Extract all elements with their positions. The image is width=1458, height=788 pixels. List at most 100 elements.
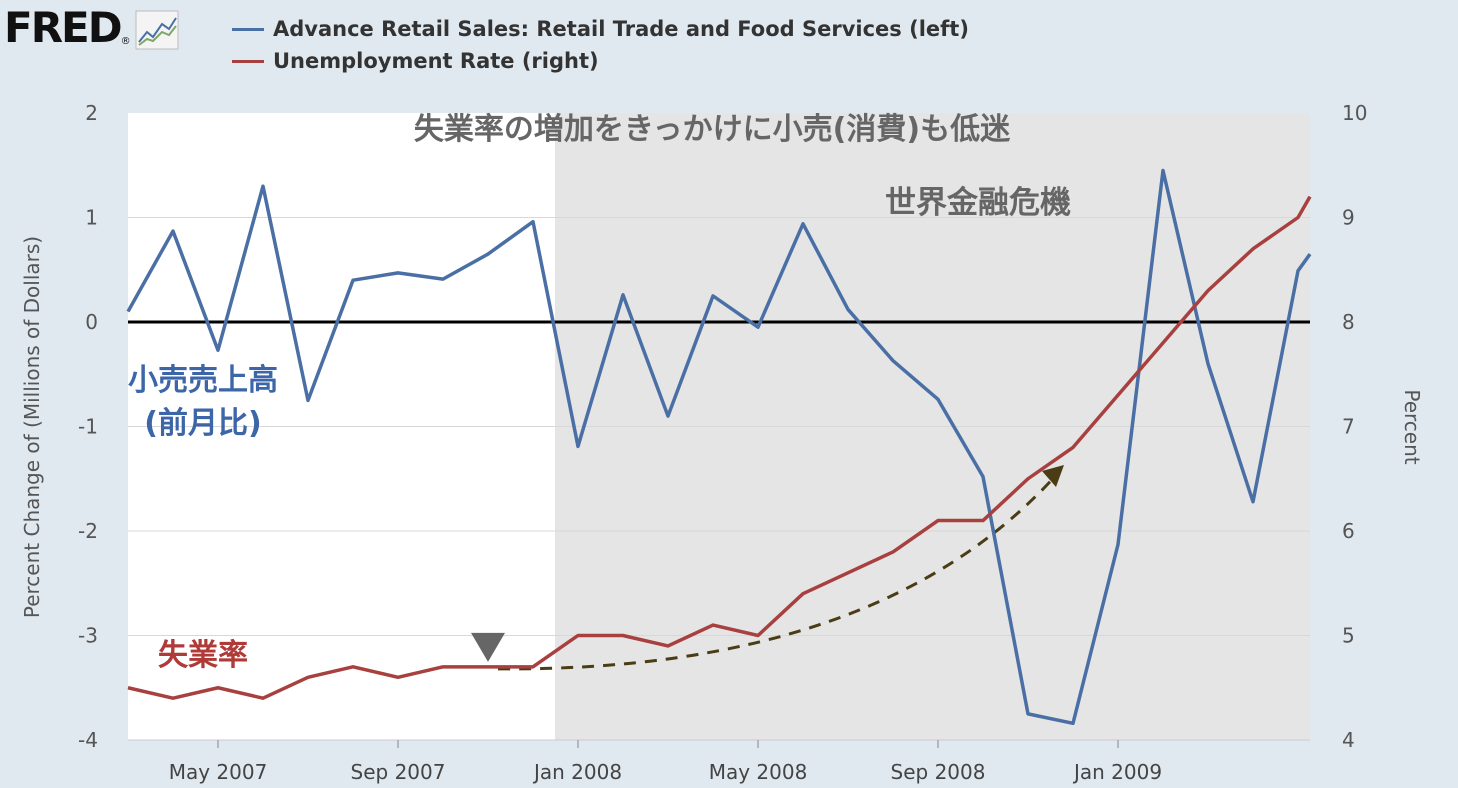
line-chart-icon xyxy=(135,10,179,50)
data-point-retail xyxy=(215,347,221,353)
y-tick-label-left: -3 xyxy=(78,624,98,648)
legend-item-retail[interactable]: Advance Retail Sales: Retail Trade and F… xyxy=(232,14,969,44)
data-point-retail xyxy=(350,277,356,283)
x-tick-label: Sep 2008 xyxy=(891,760,986,784)
y-tick-label-right: 4 xyxy=(1342,728,1355,752)
legend-label-unemployment: Unemployment Rate (right) xyxy=(273,49,599,73)
logo-registered-mark: ® xyxy=(120,36,131,47)
data-point-unemployment xyxy=(665,643,671,649)
y-tick-label-left: 1 xyxy=(85,206,98,230)
data-point-unemployment xyxy=(1295,215,1301,221)
retail-label-line2: (前月比) xyxy=(144,406,261,441)
data-point-retail xyxy=(665,413,671,419)
data-point-retail xyxy=(170,228,176,234)
start-marker-triangle xyxy=(471,632,505,662)
data-point-unemployment xyxy=(260,695,266,701)
data-point-retail xyxy=(530,219,536,225)
data-point-retail xyxy=(395,270,401,276)
y-tick-label-left: -1 xyxy=(78,415,98,439)
chart-title: 失業率の増加をきっかけに小売(消費)も低迷 xyxy=(414,112,1011,147)
unemployment-label: 失業率 xyxy=(158,638,248,673)
data-point-retail xyxy=(620,292,626,298)
data-point-retail xyxy=(1295,268,1301,274)
data-point-retail xyxy=(440,276,446,282)
y-tick-label-right: 6 xyxy=(1342,519,1355,543)
y-tick-label-right: 10 xyxy=(1342,101,1367,125)
legend-swatch-retail xyxy=(232,27,264,31)
y-axis-left: 2 1 0 -1 -2 -3 -4 xyxy=(78,101,98,752)
data-point-retail xyxy=(575,443,581,449)
data-point-unemployment xyxy=(1250,246,1256,252)
logo-text: FRED xyxy=(4,3,123,52)
data-point-unemployment xyxy=(1070,444,1076,450)
data-point-unemployment xyxy=(1025,476,1031,482)
data-point-unemployment xyxy=(440,664,446,670)
data-point-retail xyxy=(935,396,941,402)
data-point-retail xyxy=(1115,542,1121,548)
y-tick-label-left: -4 xyxy=(78,728,98,752)
data-point-unemployment xyxy=(125,685,131,691)
data-point-retail xyxy=(710,293,716,299)
trend-arrow xyxy=(497,471,1060,671)
data-point-retail xyxy=(125,309,131,315)
data-point-retail xyxy=(755,324,761,330)
data-point-unemployment xyxy=(620,633,626,639)
data-point-unemployment xyxy=(575,633,581,639)
legend: Advance Retail Sales: Retail Trade and F… xyxy=(232,14,969,78)
data-point-retail xyxy=(1205,361,1211,367)
x-tick-label: May 2007 xyxy=(169,760,268,784)
series-line-retail xyxy=(126,168,1312,726)
data-point-unemployment xyxy=(800,591,806,597)
data-point-retail xyxy=(845,306,851,312)
y-tick-label-left: 2 xyxy=(85,101,98,125)
y-axis-right-title: Percent xyxy=(1400,389,1424,464)
data-point-unemployment xyxy=(305,674,311,680)
data-point-unemployment xyxy=(530,664,536,670)
y-axis-left-title: Percent Change of (Millions of Dollars) xyxy=(20,236,44,618)
data-point-unemployment xyxy=(1160,340,1166,346)
legend-label-retail: Advance Retail Sales: Retail Trade and F… xyxy=(273,17,969,41)
series-line-unemployment xyxy=(127,195,1312,700)
data-point-unemployment xyxy=(350,664,356,670)
x-tick-label: Sep 2007 xyxy=(351,760,446,784)
x-tick-label: Jan 2009 xyxy=(1072,760,1162,784)
y-tick-label-left: -2 xyxy=(78,519,98,543)
data-point-unemployment xyxy=(980,518,986,524)
data-point-unemployment xyxy=(170,695,176,701)
y-axis-right: 10 9 8 7 6 5 4 xyxy=(1342,101,1367,752)
data-point-unemployment xyxy=(1115,392,1121,398)
legend-item-unemployment[interactable]: Unemployment Rate (right) xyxy=(232,44,969,78)
fred-logo[interactable]: FRED ® xyxy=(4,6,179,52)
legend-swatch-unemployment xyxy=(232,59,264,63)
data-point-retail xyxy=(485,251,491,257)
y-tick-label-left: 0 xyxy=(85,310,98,334)
data-point-retail xyxy=(980,474,986,480)
data-point-unemployment xyxy=(215,685,221,691)
data-point-retail xyxy=(890,358,896,364)
x-axis: May 2007 Sep 2007 Jan 2008 May 2008 Sep 2008… xyxy=(128,739,1310,784)
data-point-retail xyxy=(1070,720,1076,726)
data-point-unemployment xyxy=(485,664,491,670)
data-point-unemployment xyxy=(395,674,401,680)
data-point-retail xyxy=(260,183,266,189)
data-point-retail xyxy=(1250,499,1256,505)
data-point-unemployment xyxy=(845,570,851,576)
data-point-retail xyxy=(800,221,806,227)
y-tick-label-right: 9 xyxy=(1342,206,1355,230)
y-tick-label-right: 7 xyxy=(1342,415,1355,439)
y-tick-label-right: 5 xyxy=(1342,624,1355,648)
x-tick-label: Jan 2008 xyxy=(532,760,622,784)
data-point-unemployment xyxy=(1205,288,1211,294)
data-point-retail xyxy=(1160,167,1166,173)
data-point-retail xyxy=(1025,711,1031,717)
data-point-unemployment xyxy=(935,518,941,524)
x-tick-label: May 2008 xyxy=(709,760,808,784)
retail-label-line1: 小売売上高 xyxy=(128,363,278,398)
y-tick-label-right: 8 xyxy=(1342,310,1355,334)
data-point-unemployment xyxy=(755,633,761,639)
data-point-unemployment xyxy=(890,549,896,555)
data-point-retail xyxy=(305,397,311,403)
crisis-label: 世界金融危機 xyxy=(885,185,1071,221)
